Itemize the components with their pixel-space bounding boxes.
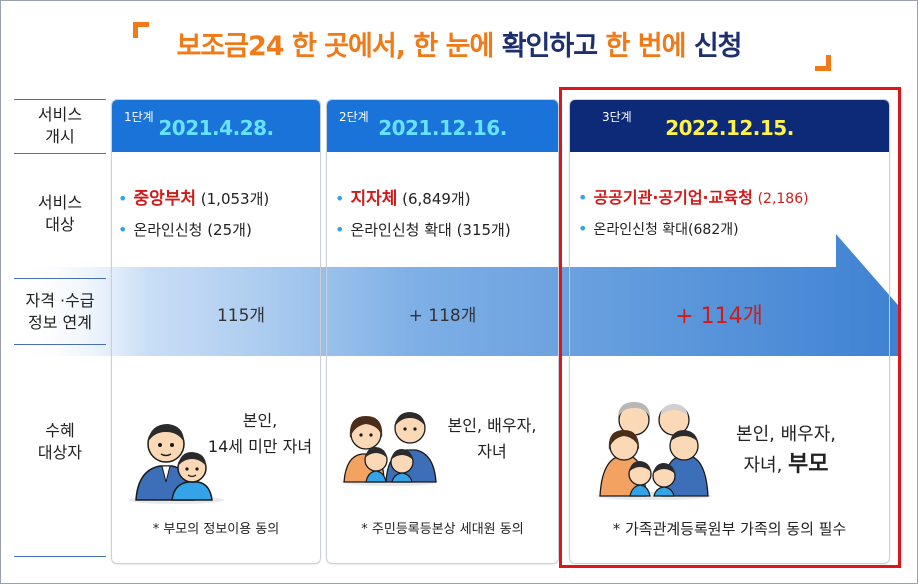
online-item: • 온라인신청 확대 (315개): [335, 219, 511, 240]
title-part3: 한 번에: [605, 31, 694, 62]
target-item: • 중앙부처 (1,053개): [118, 184, 269, 209]
bullet-icon: •: [118, 189, 128, 208]
stage-date: 2021.12.16.: [378, 116, 507, 140]
page-title: 보조금24 한 곳에서, 한 눈에 확인하고 한 번에 신청: [0, 24, 918, 63]
stage-column-3: 3단계 2022.12.15.: [569, 99, 890, 564]
row-divider: [14, 99, 106, 100]
recipient-3: 본인, 배우자, 자녀, 부모: [720, 420, 852, 481]
row-label-target: 서비스 대상: [14, 192, 106, 236]
title-bracket-right: [815, 55, 831, 71]
row-divider: [14, 344, 106, 345]
recipient-line: 본인,: [242, 411, 278, 430]
title-part4: 신청: [693, 31, 743, 62]
row-divider: [14, 153, 106, 154]
extended-family-illustration: [596, 402, 712, 500]
recipient-1: 본인, 14세 미만 자녀: [200, 408, 320, 460]
link-count-2: + 118개: [408, 306, 477, 326]
stage-date: 2022.12.15.: [665, 116, 794, 140]
family-illustration: [342, 412, 438, 486]
stage-header-1: 1단계 2021.4.28.: [112, 100, 320, 152]
stage-date: 2021.4.28.: [158, 116, 274, 140]
row-label-launch: 서비스 개시: [14, 104, 106, 148]
stage-label: 1단계: [124, 110, 154, 124]
target-item: • 공공기관·공기업·교육청 (2,186): [578, 184, 809, 208]
stage-header-2: 2단계 2021.12.16.: [327, 100, 558, 152]
consent-note-3: * 가족관계등록원부 가족의 동의 필수: [612, 520, 847, 538]
bullet-icon: •: [118, 220, 128, 239]
bullet-icon: •: [578, 188, 588, 207]
link-count-1: 115개: [216, 306, 266, 326]
target-name: 중앙부처: [133, 189, 196, 209]
recipient-line: 14세 미만 자녀: [207, 437, 313, 456]
row-divider: [14, 278, 106, 279]
title-part2: 확인하고: [501, 31, 606, 62]
bullet-icon: •: [335, 220, 345, 239]
consent-note-2: * 주민등록등본상 세대원 동의: [361, 522, 524, 537]
row-label-target-text: 서비스 대상: [37, 193, 83, 234]
online-item: • 온라인신청 (25개): [118, 219, 252, 240]
recipient-2: 본인, 배우자, 자녀: [436, 413, 548, 465]
bullet-icon: •: [578, 219, 588, 238]
recipient-line: 자녀: [477, 442, 507, 461]
row-label-link-text: 자격 ·수급 정보 연계: [25, 291, 95, 332]
consent-note-1: * 부모의 정보이용 동의: [152, 522, 280, 537]
stage-column-2: 2단계 2021.12.16.: [326, 99, 559, 564]
online-item: • 온라인신청 확대(682개): [578, 219, 739, 239]
row-label-recipient: 수혜 대상자: [14, 420, 106, 464]
online-text: 온라인신청 확대 (315개): [350, 221, 511, 239]
title-part1: 보조금24 한 곳에서, 한 눈에: [176, 31, 502, 62]
stage-column-1: 1단계 2021.4.28.: [111, 99, 321, 564]
bullet-icon: •: [335, 189, 345, 208]
recipient-emphasis: 부모: [788, 452, 829, 477]
target-count: (6,849개): [402, 190, 471, 208]
parent-child-illustration: [128, 424, 224, 504]
stage-label: 2단계: [339, 110, 369, 124]
target-count: (2,186): [757, 191, 809, 207]
stage-label: 3단계: [602, 110, 632, 124]
row-label-recipient-text: 수혜 대상자: [37, 421, 83, 462]
row-label-link: 자격 ·수급 정보 연계: [14, 290, 106, 334]
row-divider: [14, 556, 106, 557]
recipient-line: 자녀,: [743, 455, 783, 476]
row-label-launch-text: 서비스 개시: [37, 105, 83, 146]
target-count: (1,053개): [200, 190, 270, 208]
online-text: 온라인신청 (25개): [133, 221, 252, 239]
title-bracket-left: [133, 22, 149, 38]
target-item: • 지자체 (6,849개): [335, 184, 471, 209]
stage-header-3: 3단계 2022.12.15.: [570, 100, 889, 152]
target-name: 지자체: [350, 189, 398, 209]
recipient-line: 본인, 배우자,: [447, 416, 537, 435]
target-name: 공공기관·공기업·교육청: [593, 188, 753, 207]
recipient-line: 본인, 배우자,: [736, 424, 836, 445]
link-count-3: + 114개: [675, 304, 763, 329]
online-text: 온라인신청 확대(682개): [593, 222, 739, 238]
stage3-highlight-box: [559, 87, 901, 568]
